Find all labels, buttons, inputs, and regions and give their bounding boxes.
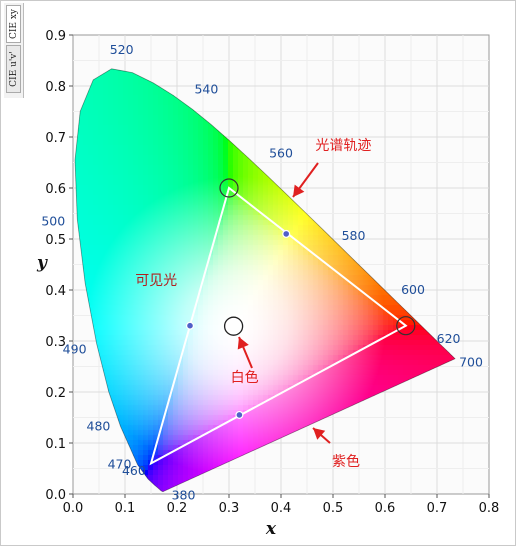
- tab-cie-xy[interactable]: CIE xy: [6, 5, 21, 43]
- tab-cie-uv[interactable]: CIE u'v': [6, 45, 21, 93]
- view-tabs: CIE xy CIE u'v': [4, 3, 24, 98]
